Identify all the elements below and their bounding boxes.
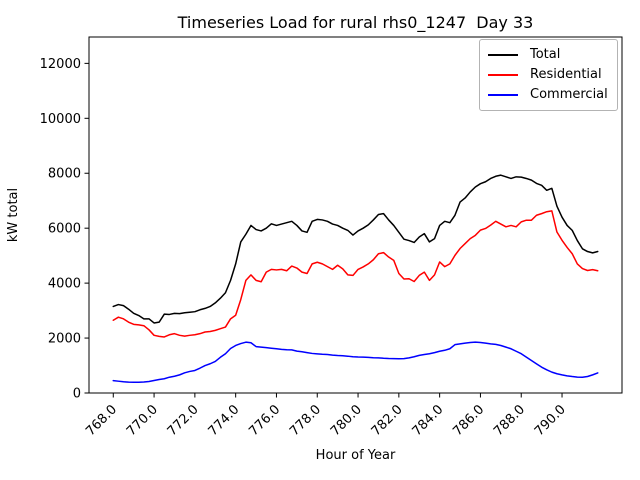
y-tick-label: 12000 bbox=[40, 57, 81, 72]
y-tick-label: 8000 bbox=[48, 167, 81, 182]
chart-title: Timeseries Load for rural rhs0_1247 Day … bbox=[177, 13, 534, 33]
y-tick-label: 6000 bbox=[48, 222, 81, 237]
y-tick-label: 4000 bbox=[48, 277, 81, 292]
series-line-commercial bbox=[112, 341, 599, 384]
y-tick-label: 2000 bbox=[48, 332, 81, 347]
legend-label-commercial: Commercial bbox=[530, 87, 608, 102]
y-axis-label: kW total bbox=[6, 188, 21, 242]
axes-spines bbox=[88, 36, 623, 394]
x-axis-label: Hour of Year bbox=[316, 448, 396, 463]
y-tick-label: 0 bbox=[73, 387, 81, 402]
legend: Total Residential Commercial bbox=[479, 39, 618, 111]
total-line-swatch bbox=[488, 54, 518, 56]
legend-entry-total: Total bbox=[488, 45, 609, 65]
y-tick-label: 10000 bbox=[40, 112, 81, 127]
series-line-residential bbox=[112, 210, 599, 338]
residential-line-swatch bbox=[488, 74, 518, 76]
legend-label-residential: Residential bbox=[530, 67, 602, 82]
legend-entry-residential: Residential bbox=[488, 65, 609, 85]
legend-entry-commercial: Commercial bbox=[488, 85, 609, 105]
commercial-line-swatch bbox=[488, 94, 518, 96]
series-line-total bbox=[112, 174, 599, 324]
legend-label-total: Total bbox=[530, 47, 561, 62]
